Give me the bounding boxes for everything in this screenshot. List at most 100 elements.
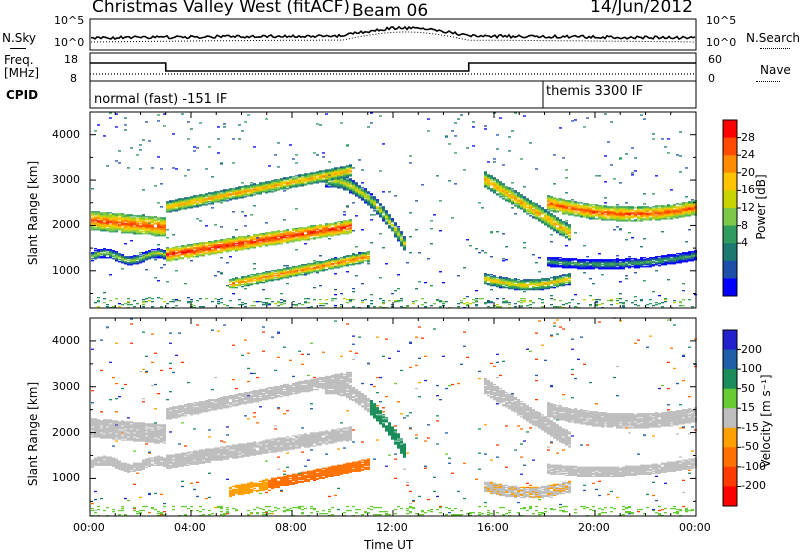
data-cell bbox=[298, 266, 301, 268]
data-cell bbox=[298, 272, 301, 274]
data-cell bbox=[115, 228, 118, 230]
data-cell bbox=[313, 152, 316, 154]
data-cell bbox=[304, 227, 307, 229]
data-cell bbox=[124, 224, 127, 226]
data-cell bbox=[529, 142, 532, 144]
data-cell bbox=[586, 207, 589, 209]
data-cell bbox=[127, 221, 130, 223]
data-cell bbox=[256, 192, 259, 194]
data-cell bbox=[322, 177, 325, 179]
data-cell bbox=[562, 260, 565, 262]
data-cell bbox=[619, 229, 622, 231]
data-cell bbox=[265, 186, 268, 188]
data-cell bbox=[238, 191, 241, 193]
data-cell bbox=[634, 207, 637, 209]
data-cell bbox=[589, 205, 592, 207]
data-cell bbox=[100, 251, 103, 253]
data-cell bbox=[511, 191, 514, 193]
data-cell bbox=[598, 261, 601, 263]
data-cell bbox=[556, 202, 559, 204]
data-cell bbox=[130, 147, 133, 149]
data-cell bbox=[316, 228, 319, 230]
data-cell bbox=[118, 221, 121, 223]
data-cell bbox=[634, 214, 637, 216]
data-cell bbox=[463, 267, 466, 269]
data-cell bbox=[619, 267, 622, 269]
data-cell bbox=[616, 212, 619, 214]
data-cell bbox=[244, 278, 247, 280]
data-cell bbox=[370, 112, 373, 114]
data-cell bbox=[208, 242, 211, 244]
data-cell bbox=[352, 264, 355, 266]
data-cell bbox=[331, 258, 334, 260]
data-cell bbox=[334, 227, 337, 229]
data-cell bbox=[535, 211, 538, 213]
data-cell bbox=[331, 186, 334, 188]
data-cell bbox=[616, 263, 619, 265]
data-cell bbox=[562, 205, 565, 207]
data-cell bbox=[142, 231, 145, 233]
data-cell bbox=[292, 267, 295, 269]
data-cell bbox=[400, 242, 403, 244]
data-cell bbox=[115, 225, 118, 227]
data-cell bbox=[586, 268, 589, 270]
data-cell bbox=[331, 229, 334, 231]
data-cell bbox=[571, 206, 574, 208]
data-cell bbox=[157, 297, 160, 299]
data-cell bbox=[211, 247, 214, 249]
data-cell bbox=[547, 263, 550, 265]
data-cell bbox=[352, 255, 355, 257]
data-cell bbox=[334, 231, 337, 233]
data-cell bbox=[196, 197, 199, 199]
data-cell bbox=[316, 262, 319, 264]
data-cell bbox=[568, 276, 571, 278]
data-cell bbox=[514, 289, 517, 291]
data-cell bbox=[496, 179, 499, 181]
data-cell bbox=[301, 272, 304, 274]
data-cell bbox=[604, 216, 607, 218]
data-cell bbox=[601, 214, 604, 216]
data-cell bbox=[100, 226, 103, 228]
data-cell bbox=[625, 239, 628, 241]
data-cell bbox=[538, 280, 541, 282]
data-cell bbox=[535, 287, 538, 289]
data-cell bbox=[127, 301, 130, 303]
data-cell bbox=[487, 177, 490, 179]
data-cell bbox=[169, 206, 172, 208]
data-cell bbox=[208, 195, 211, 197]
data-cell bbox=[535, 216, 538, 218]
data-cell bbox=[307, 173, 310, 175]
data-cell bbox=[601, 303, 604, 305]
data-cell bbox=[616, 255, 619, 257]
data-cell bbox=[304, 173, 307, 175]
data-cell bbox=[625, 219, 628, 221]
data-cell bbox=[364, 192, 367, 194]
data-cell bbox=[133, 218, 136, 220]
data-cell bbox=[187, 245, 190, 247]
data-cell bbox=[493, 178, 496, 180]
data-cell bbox=[277, 179, 280, 181]
data-cell bbox=[175, 300, 178, 302]
data-cell bbox=[331, 178, 334, 180]
data-cell bbox=[340, 223, 343, 225]
data-cell bbox=[262, 277, 265, 279]
data-cell bbox=[301, 227, 304, 229]
data-cell bbox=[118, 218, 121, 220]
data-cell bbox=[559, 228, 562, 230]
data-cell bbox=[385, 222, 388, 224]
data-cell bbox=[316, 264, 319, 266]
data-cell bbox=[304, 269, 307, 271]
data-cell bbox=[604, 197, 607, 199]
data-cell bbox=[145, 233, 148, 235]
data-cell bbox=[115, 160, 118, 162]
data-cell bbox=[157, 233, 160, 235]
data-cell bbox=[268, 243, 271, 245]
data-cell bbox=[601, 266, 604, 268]
data-cell bbox=[292, 235, 295, 237]
data-cell bbox=[217, 201, 220, 203]
data-cell bbox=[379, 214, 382, 216]
data-cell bbox=[574, 267, 577, 269]
data-cell bbox=[565, 211, 568, 213]
data-cell bbox=[352, 261, 355, 263]
data-cell bbox=[625, 211, 628, 213]
